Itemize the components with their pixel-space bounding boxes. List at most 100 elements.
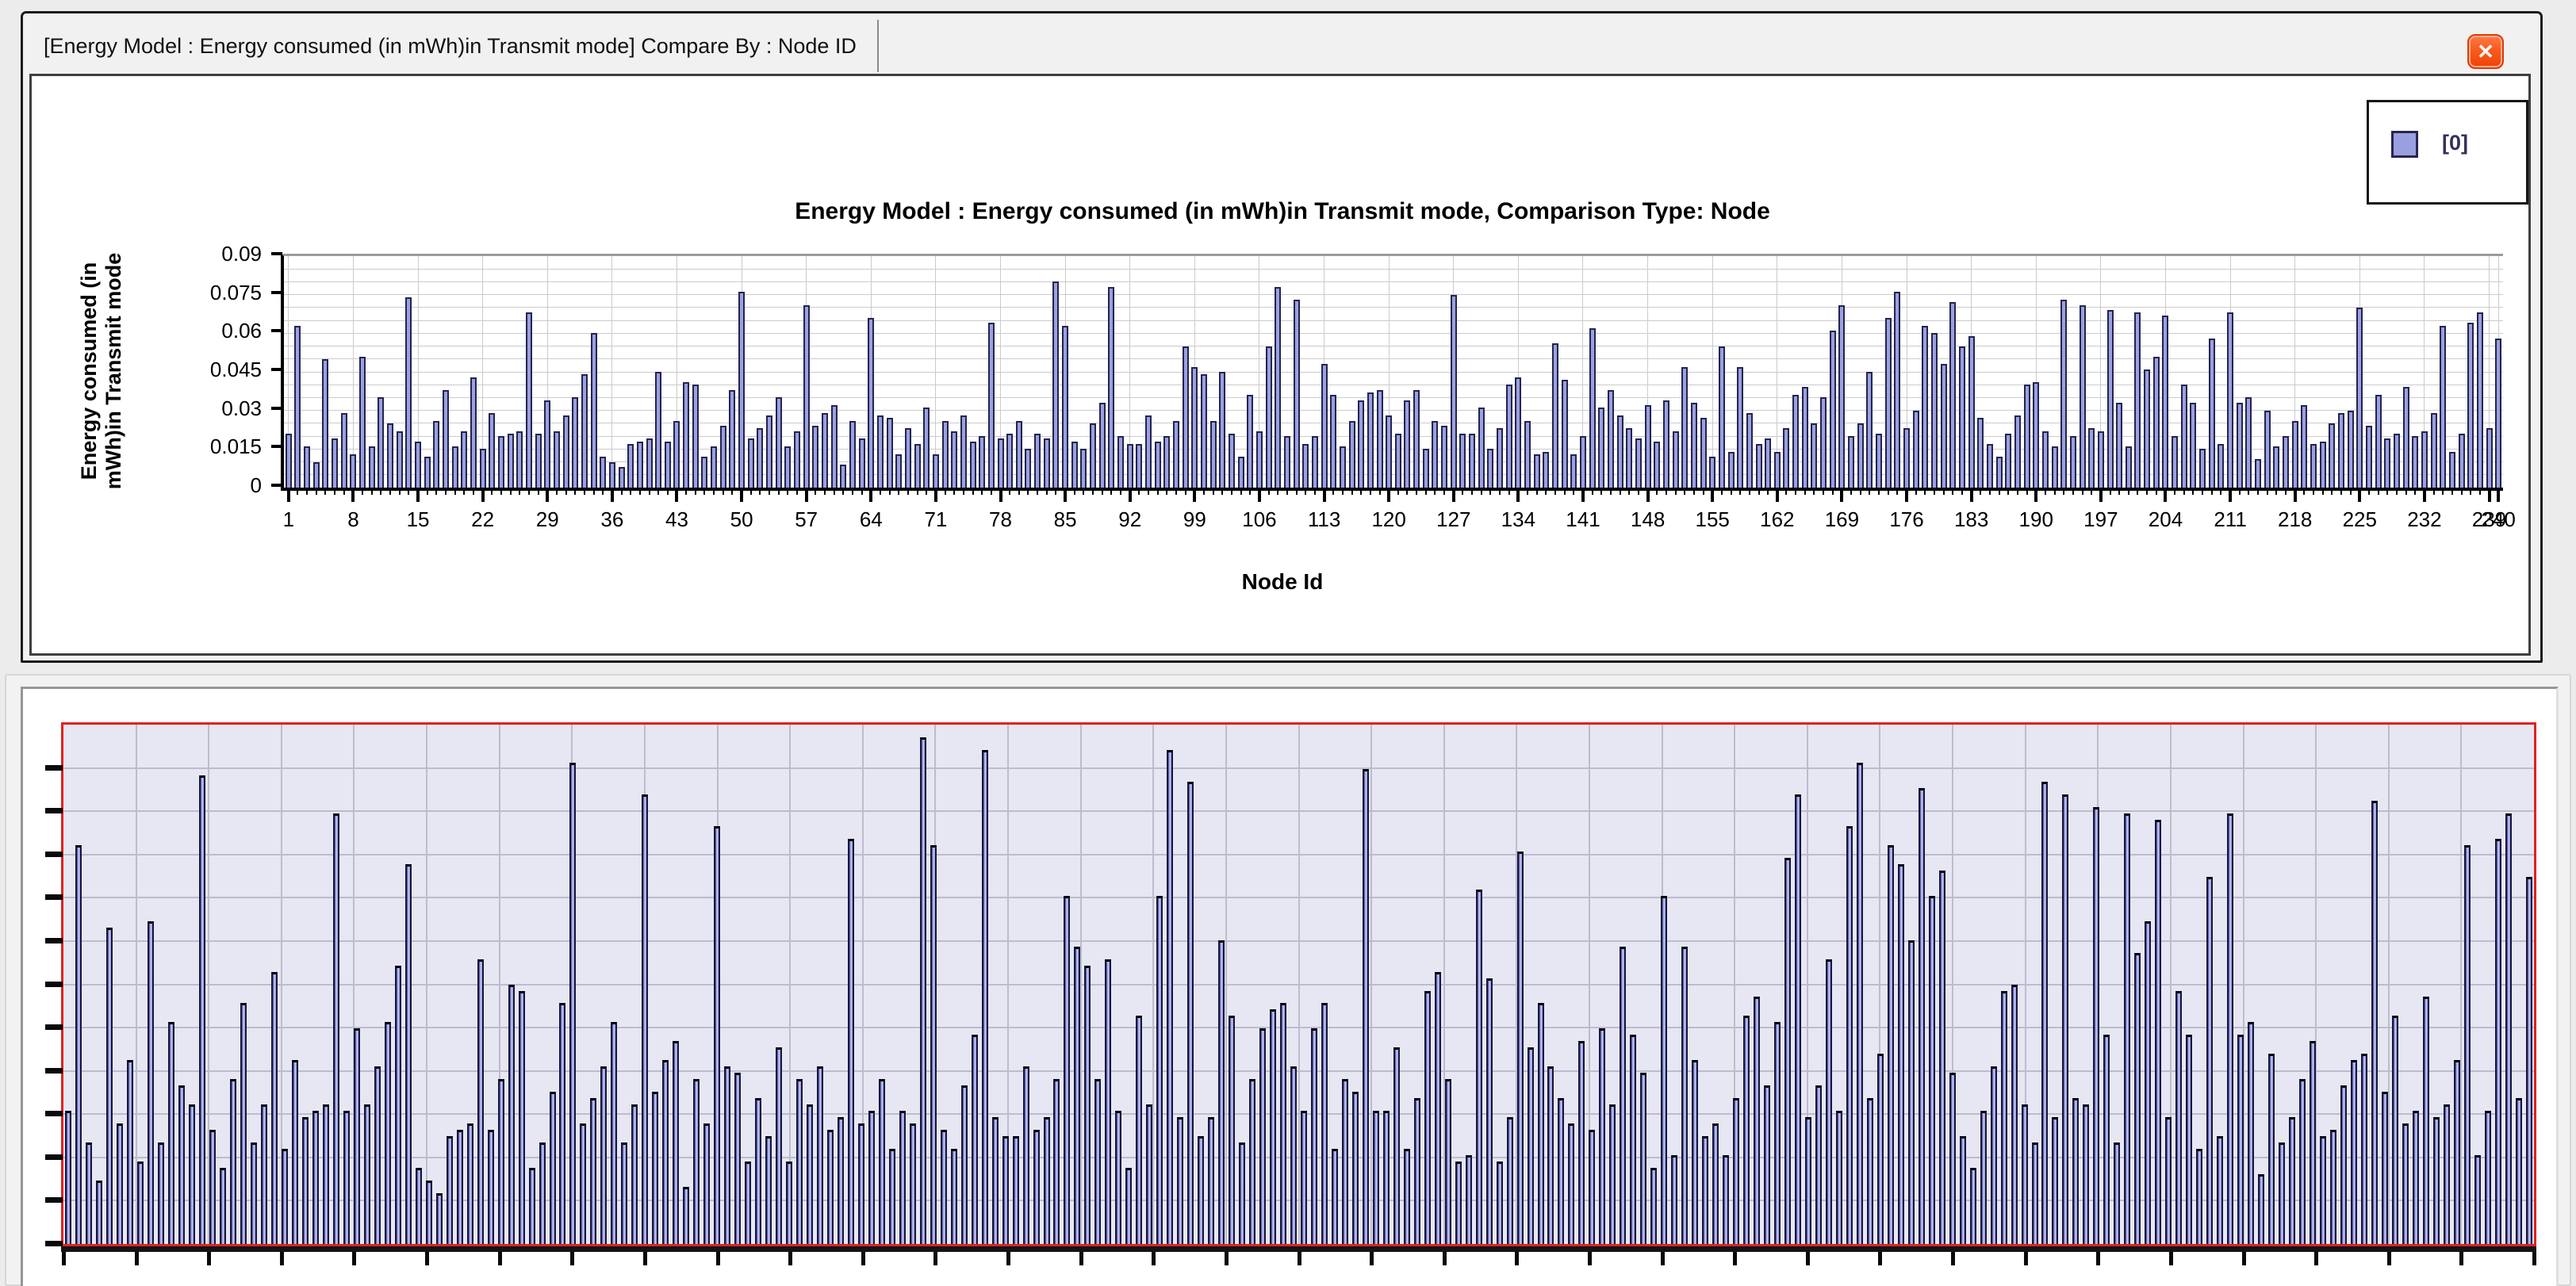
zoom-bar[interactable] <box>631 1104 638 1244</box>
bar[interactable] <box>757 428 764 488</box>
zoom-bar[interactable] <box>343 1111 350 1244</box>
zoom-bar[interactable] <box>590 1098 597 1244</box>
bar[interactable] <box>368 446 375 488</box>
bar[interactable] <box>1662 400 1669 488</box>
zoom-bar[interactable] <box>1804 1117 1811 1244</box>
zoom-bar[interactable] <box>714 825 721 1244</box>
zoom-bar[interactable] <box>2494 838 2501 1244</box>
bar[interactable] <box>1173 420 1180 488</box>
bar[interactable] <box>2134 312 2141 488</box>
zoom-bar[interactable] <box>1578 1041 1585 1244</box>
bar[interactable] <box>1098 402 1106 488</box>
bar[interactable] <box>2255 459 2262 488</box>
bar[interactable] <box>1681 366 1689 488</box>
bar[interactable] <box>1052 281 1060 488</box>
zoom-bar[interactable] <box>1424 990 1431 1244</box>
bar[interactable] <box>470 377 477 488</box>
bar[interactable] <box>285 433 292 488</box>
bar[interactable] <box>2227 312 2234 488</box>
bar[interactable] <box>951 431 958 488</box>
bar[interactable] <box>1949 302 1957 488</box>
bar[interactable] <box>784 446 792 488</box>
zoom-bar[interactable] <box>2432 1117 2440 1244</box>
bar[interactable] <box>322 358 329 488</box>
zoom-bar[interactable] <box>1496 1162 1503 1244</box>
zoom-bar[interactable] <box>1341 1079 1348 1244</box>
bar[interactable] <box>1570 454 1577 488</box>
bar[interactable] <box>1894 292 1901 488</box>
bar[interactable] <box>1043 438 1050 488</box>
zoom-bar[interactable] <box>2031 1142 2038 1244</box>
zoom-bar[interactable] <box>1084 965 1091 1244</box>
bar[interactable] <box>1302 443 1309 488</box>
zoom-bar[interactable] <box>1475 889 1482 1244</box>
zoom-bar[interactable] <box>261 1104 268 1244</box>
bar[interactable] <box>1330 395 1337 488</box>
zoom-bar[interactable] <box>209 1130 217 1244</box>
bar[interactable] <box>1348 420 1355 488</box>
bar[interactable] <box>2180 385 2187 488</box>
zoom-bar[interactable] <box>1516 851 1524 1244</box>
zoom-bar[interactable] <box>1485 978 1493 1244</box>
zoom-bar[interactable] <box>415 1168 422 1244</box>
bar[interactable] <box>1265 346 1272 488</box>
zoom-bar[interactable] <box>1393 1047 1400 1244</box>
zoom-bar[interactable] <box>487 1130 494 1244</box>
zoom-bar[interactable] <box>1671 1155 1678 1244</box>
zoom-bar[interactable] <box>960 1085 968 1244</box>
zoom-bar[interactable] <box>745 1162 752 1244</box>
zoom-bar[interactable] <box>559 1003 566 1244</box>
zoom-bar[interactable] <box>1094 1079 1102 1244</box>
bar[interactable] <box>1126 443 1133 488</box>
bar[interactable] <box>1339 446 1346 488</box>
bar[interactable] <box>2458 433 2465 488</box>
bar[interactable] <box>673 420 680 488</box>
zoom-bar[interactable] <box>2443 1104 2450 1244</box>
zoom-bar[interactable] <box>2360 1054 2367 1244</box>
zoom-bar[interactable] <box>1351 1092 1359 1244</box>
bar[interactable] <box>340 412 347 488</box>
bar[interactable] <box>2486 428 2493 488</box>
zoom-bar[interactable] <box>1012 1136 1019 1244</box>
bar[interactable] <box>1413 389 1420 488</box>
bar[interactable] <box>2060 300 2068 488</box>
zoom-bar[interactable] <box>2268 1054 2275 1244</box>
bar[interactable] <box>2162 315 2169 488</box>
bar[interactable] <box>1469 433 1476 488</box>
bar[interactable] <box>359 356 366 488</box>
zoom-bar[interactable] <box>466 1123 473 1244</box>
zoom-bar[interactable] <box>549 1092 556 1244</box>
zoom-bar[interactable] <box>857 1123 864 1244</box>
zoom-bar[interactable] <box>1620 946 1627 1244</box>
zoom-bar[interactable] <box>1229 1016 1236 1244</box>
zoom-bar[interactable] <box>1887 844 1894 1244</box>
bar[interactable] <box>1718 346 1725 488</box>
zoom-bar[interactable] <box>662 1060 669 1244</box>
bar[interactable] <box>1755 443 1762 488</box>
bar[interactable] <box>997 438 1004 488</box>
bar[interactable] <box>1811 423 1818 488</box>
bar[interactable] <box>2291 420 2298 488</box>
zoom-bar[interactable] <box>2155 819 2162 1244</box>
bar[interactable] <box>2116 402 2123 488</box>
bar[interactable] <box>1765 438 1772 488</box>
zoom-bar[interactable] <box>2371 800 2378 1244</box>
bar[interactable] <box>2412 436 2419 488</box>
bar[interactable] <box>1515 377 1522 488</box>
zoom-bar[interactable] <box>425 1181 432 1244</box>
zoom-bar[interactable] <box>1876 1054 1884 1244</box>
zoom-bar[interactable] <box>1754 997 1761 1244</box>
bar[interactable] <box>2023 385 2030 488</box>
zoom-bar[interactable] <box>302 1117 309 1244</box>
zoom-bar[interactable] <box>1825 959 1832 1244</box>
zoom-bar[interactable] <box>394 965 401 1244</box>
bar[interactable] <box>396 431 403 488</box>
bar[interactable] <box>719 426 726 488</box>
bar[interactable] <box>794 431 801 488</box>
bar[interactable] <box>1626 428 1633 488</box>
bar[interactable] <box>1450 294 1457 488</box>
zoom-bar[interactable] <box>2484 1111 2491 1244</box>
bar[interactable] <box>2283 436 2290 488</box>
bar[interactable] <box>1857 423 1864 488</box>
bar[interactable] <box>822 412 828 488</box>
